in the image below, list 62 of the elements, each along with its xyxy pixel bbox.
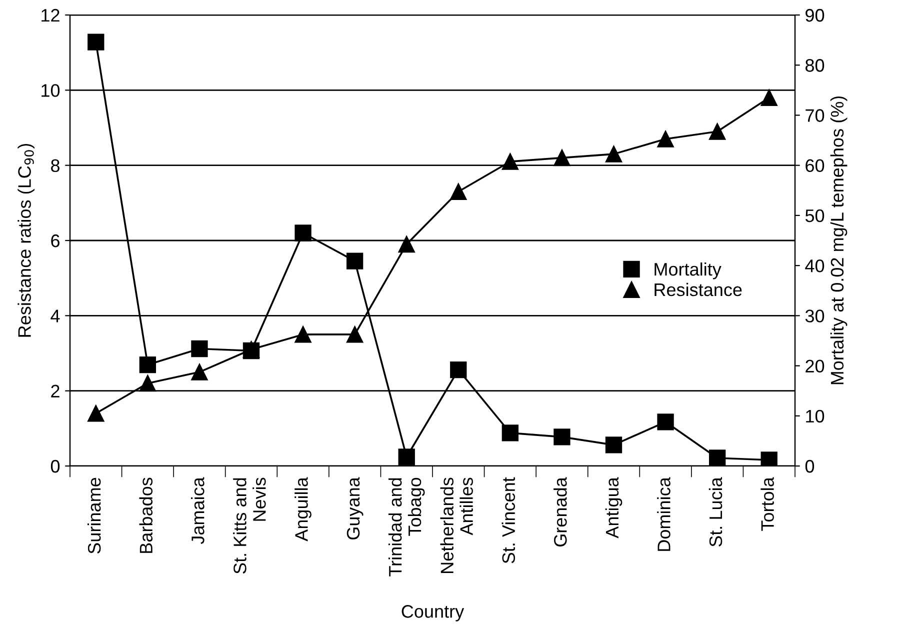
x-axis-title: Country <box>402 605 464 622</box>
x-tick-label: Anguilla <box>294 477 312 542</box>
point <box>554 149 570 166</box>
point <box>294 224 312 242</box>
point <box>139 374 156 392</box>
legend-label: Resistance <box>654 282 742 296</box>
y2-tick-label: 90 <box>806 8 824 22</box>
x-tick-label: Grenada <box>554 477 567 546</box>
y2-tick-label: 10 <box>806 410 824 423</box>
point <box>346 252 364 270</box>
y-tick-label: 4 <box>50 310 60 322</box>
y2-tick-label: 50 <box>805 209 824 222</box>
point <box>191 340 208 358</box>
point <box>760 452 778 466</box>
x-tick-label: St. Vincent <box>502 477 516 564</box>
point <box>657 414 674 430</box>
x-tick-label: Netherlands Antilles <box>440 478 473 573</box>
y-tick-label: 10 <box>42 84 60 97</box>
y2-tick-label: 20 <box>806 360 824 372</box>
y2-tick-label: 80 <box>806 59 824 72</box>
y-tick-label: 0 <box>50 460 60 473</box>
x-tick-label: Guyana <box>346 477 364 540</box>
y2-axis-title: Mortality at 0.02 mg/L temephos (%) <box>830 96 848 384</box>
point <box>346 326 364 343</box>
point <box>605 146 622 162</box>
y2-tick-label: 70 <box>806 109 824 122</box>
y2-tick-label: 30 <box>805 310 824 322</box>
point <box>605 436 622 454</box>
y-tick-label: 8 <box>51 159 60 172</box>
point <box>88 405 104 422</box>
y2-tick-label: 40 <box>805 259 824 272</box>
point <box>450 361 467 378</box>
point <box>398 236 415 253</box>
point <box>502 424 519 442</box>
x-tick-label: Antigua <box>605 477 622 538</box>
legend-label: Mortality <box>654 262 722 280</box>
x-tick-label: Tortola <box>760 477 774 531</box>
y-tick-label: 12 <box>42 8 60 22</box>
x-tick-label: Suriname <box>87 478 101 554</box>
y-tick-label: 6 <box>51 234 60 248</box>
y-axis-title: Resistance ratios (LC$_{90}$) <box>18 144 34 337</box>
x-tick-label: St. Lucia <box>708 477 722 547</box>
point <box>450 183 467 200</box>
x-tick-label: St. Kitts and Nevis <box>233 478 266 574</box>
point <box>708 123 726 140</box>
point <box>502 153 519 170</box>
x-tick-label: Trinidad and Tobago <box>388 478 425 576</box>
y2-tick-label: 0 <box>805 460 814 473</box>
point <box>139 356 156 374</box>
x-tick-label: Jamaica <box>191 477 204 544</box>
point <box>398 448 415 466</box>
x-tick-label: Dominica <box>657 477 670 551</box>
point <box>760 89 778 106</box>
point <box>294 326 312 343</box>
point <box>554 428 570 446</box>
x-tick-label: Barbados <box>139 478 153 553</box>
point <box>191 364 208 380</box>
point <box>708 450 726 466</box>
y2-tick-label: 60 <box>806 159 824 172</box>
point <box>88 34 104 50</box>
point <box>657 130 674 148</box>
y-tick-label: 2 <box>51 384 60 398</box>
